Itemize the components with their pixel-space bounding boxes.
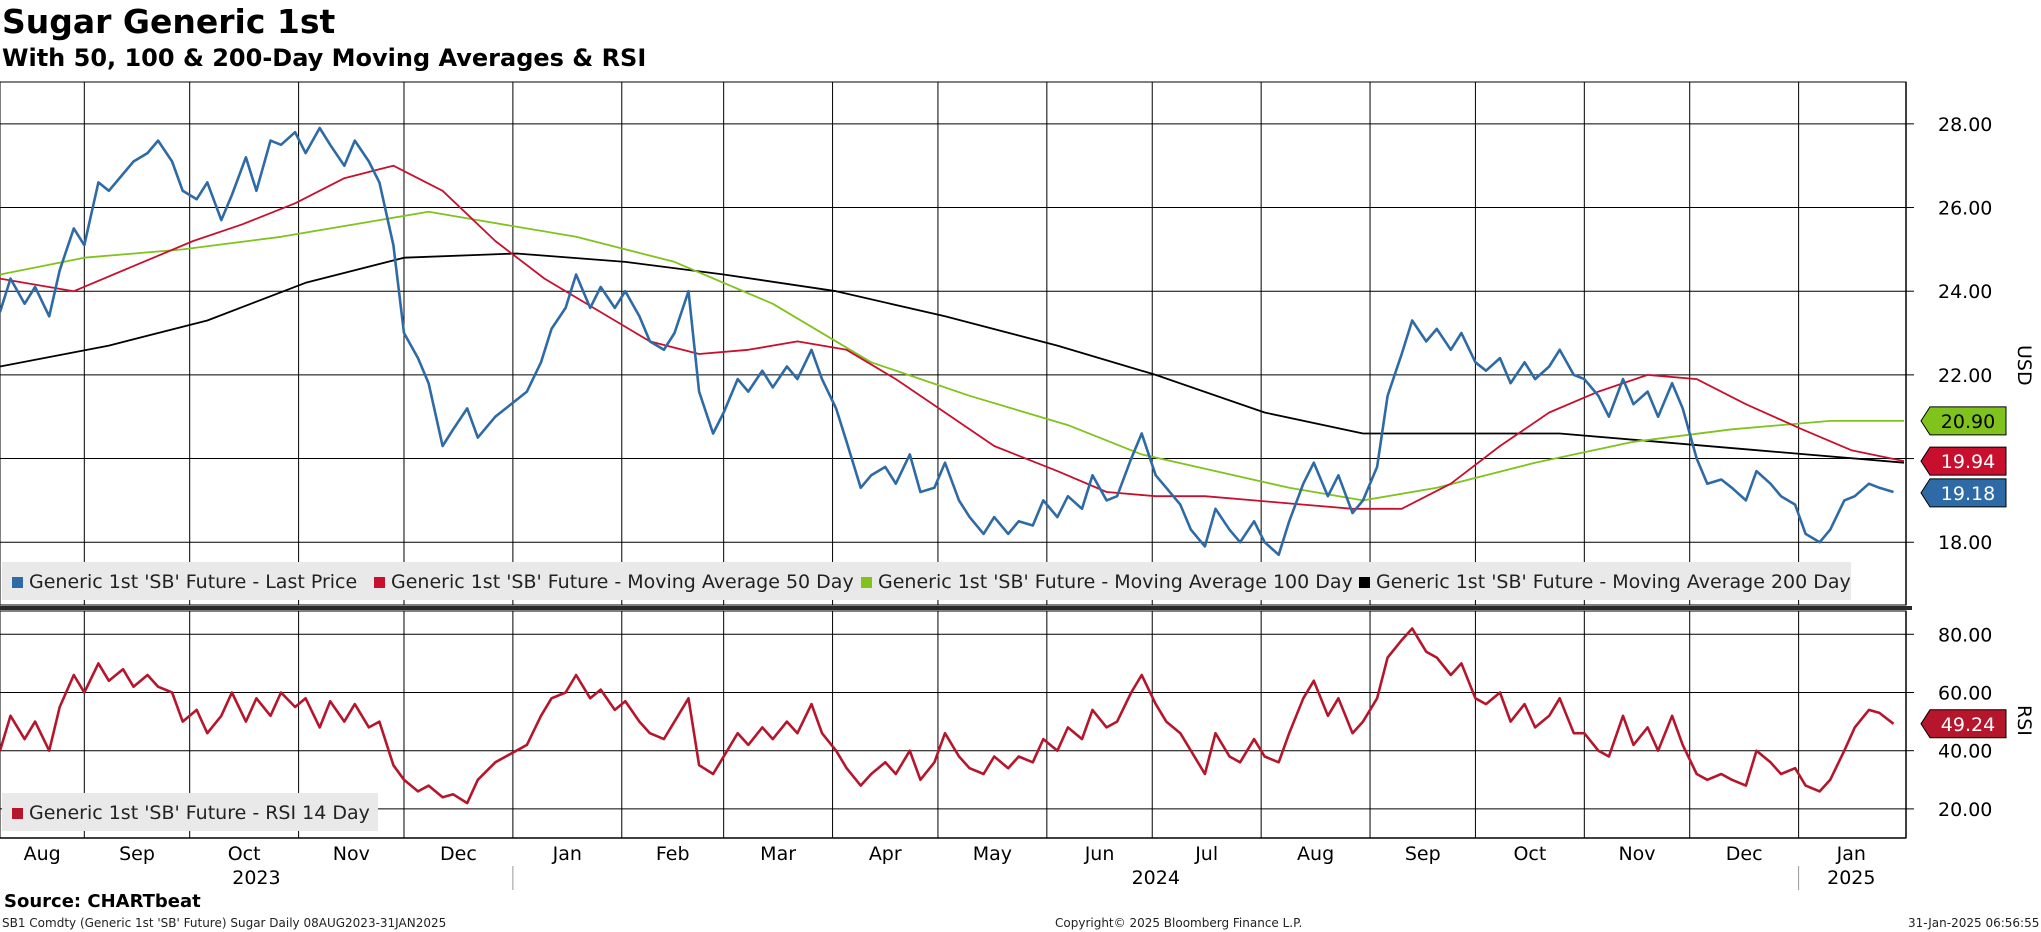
price-line-ma50 xyxy=(0,164,1905,510)
tag-rsi-bg xyxy=(1920,709,2007,739)
chart-subtitle: With 50, 100 & 200-Day Moving Averages &… xyxy=(2,44,647,72)
rsi-y-axis: 20.00 40.00 60.00 80.00 RSI xyxy=(1905,611,2035,838)
last-value-tags: 20.90 19.94 19.18 49.24 xyxy=(1920,406,2007,739)
rsi-legend-label-0: Generic 1st 'SB' Future - RSI 14 Day xyxy=(29,802,370,824)
tag-ma100-text: 20.90 xyxy=(1941,411,1995,433)
copyright-note: Copyright© 2025 Bloomberg Finance L.P. xyxy=(1055,916,1303,930)
x-month-label-11: Jul xyxy=(1194,843,1218,865)
price-ytick-label-5: 28.00 xyxy=(1938,114,1992,136)
x-month-label-0: Aug xyxy=(24,843,61,865)
price-line-ma200 xyxy=(0,252,1905,464)
price-legend-swatch-3 xyxy=(1359,577,1370,588)
price-line-ma100 xyxy=(0,210,1904,502)
price-ytick-label-4: 26.00 xyxy=(1938,198,1992,220)
price-line-last_price xyxy=(0,126,1894,557)
timestamp: 31-Jan-2025 06:56:55 xyxy=(1908,916,2040,930)
x-month-label-5: Jan xyxy=(552,843,582,865)
price-legend-swatch-2 xyxy=(861,577,872,588)
x-month-label-6: Feb xyxy=(656,843,690,865)
price-y-axis: 18.00 22.00 24.00 26.00 28.00 USD xyxy=(1905,82,2035,605)
tag-ma50-text: 19.94 xyxy=(1941,451,1995,473)
x-month-label-2: Oct xyxy=(228,843,261,865)
price-ytick-label-0: 18.00 xyxy=(1938,532,1992,554)
price-series xyxy=(0,126,1905,557)
price-legend-label-2: Generic 1st 'SB' Future - Moving Average… xyxy=(878,571,1353,593)
chart-title: Sugar Generic 1st xyxy=(2,2,336,41)
price-ytick-label-3: 24.00 xyxy=(1938,281,1992,303)
x-axis-band xyxy=(0,838,1906,890)
tag-ma50-bg xyxy=(1920,446,2007,476)
x-year-label-0: 2023 xyxy=(232,867,280,889)
rsi-legend: Generic 1st 'SB' Future - RSI 14 Day xyxy=(2,793,378,831)
x-axis: Aug Sep Oct Nov Dec Jan Feb Mar Apr May Jun Jul Aug S… xyxy=(0,837,1906,890)
panel-divider xyxy=(0,606,1912,610)
tag-last-price-bg xyxy=(1920,478,2007,508)
x-month-label-10: Jun xyxy=(1084,843,1115,865)
price-legend-bg xyxy=(2,562,1851,600)
price-legend-label-1: Generic 1st 'SB' Future - Moving Average… xyxy=(391,571,854,593)
panel-divider-bar xyxy=(0,606,1912,610)
price-grid xyxy=(0,81,1907,606)
tag-rsi-text: 49.24 xyxy=(1941,714,1995,736)
x-month-label-14: Oct xyxy=(1513,843,1546,865)
rsi-ytick-label-1: 40.00 xyxy=(1938,741,1992,763)
rsi-ytick-label-3: 80.00 xyxy=(1938,624,1992,646)
x-month-label-15: Nov xyxy=(1618,843,1655,865)
x-year-label-1: 2024 xyxy=(1132,867,1180,889)
rsi-ytick-label-0: 20.00 xyxy=(1938,799,1992,821)
tag-ma100-bg xyxy=(1920,406,2007,436)
x-month-label-3: Nov xyxy=(333,843,370,865)
x-month-label-13: Sep xyxy=(1405,843,1441,865)
ticker-info: SB1 Comdty (Generic 1st 'SB' Future) Sug… xyxy=(2,916,447,930)
rsi-legend-swatch-0 xyxy=(12,808,23,819)
price-legend: Generic 1st 'SB' Future - Last Price Gene… xyxy=(2,562,1851,600)
x-month-label-12: Aug xyxy=(1297,843,1334,865)
x-year-label-2: 2025 xyxy=(1827,867,1875,889)
rsi-legend-bg xyxy=(2,793,378,831)
x-month-label-7: Mar xyxy=(760,843,796,865)
rsi-series xyxy=(0,627,1895,805)
x-month-label-17: Jan xyxy=(1836,843,1866,865)
price-legend-swatch-1 xyxy=(374,577,385,588)
price-ytick-label-2: 22.00 xyxy=(1938,365,1992,387)
rsi-y-label: RSI xyxy=(2013,705,2035,736)
x-month-label-1: Sep xyxy=(119,843,155,865)
source-note: Source: CHARTbeat xyxy=(4,891,201,912)
tag-last-price-text: 19.18 xyxy=(1941,483,1995,505)
x-month-label-4: Dec xyxy=(440,843,477,865)
rsi-line-rsi xyxy=(0,627,1895,805)
rsi-ytick-label-2: 60.00 xyxy=(1938,682,1992,704)
x-month-label-9: May xyxy=(973,843,1012,865)
price-legend-label-3: Generic 1st 'SB' Future - Moving Average… xyxy=(1376,571,1851,593)
price-plot-area xyxy=(0,81,1907,606)
price-legend-label-0: Generic 1st 'SB' Future - Last Price xyxy=(29,571,357,593)
x-month-label-8: Apr xyxy=(869,843,902,865)
x-month-label-16: Dec xyxy=(1726,843,1763,865)
price-y-label: USD xyxy=(2013,345,2035,386)
price-legend-swatch-0 xyxy=(12,577,23,588)
